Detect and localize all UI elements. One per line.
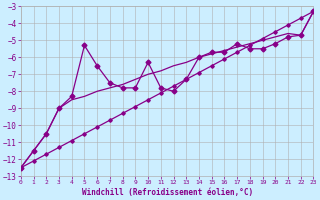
X-axis label: Windchill (Refroidissement éolien,°C): Windchill (Refroidissement éolien,°C) (82, 188, 253, 197)
